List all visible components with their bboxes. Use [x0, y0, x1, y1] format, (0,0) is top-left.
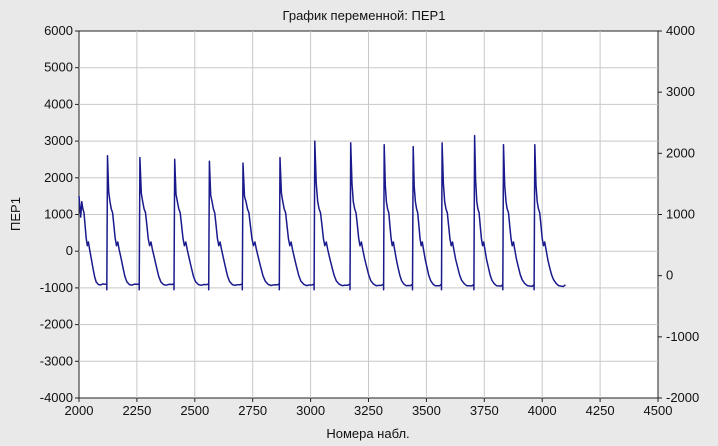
y-tick-label: 4000 — [44, 96, 73, 111]
y-tick-label: 3000 — [44, 133, 73, 148]
y-tick-label: 5000 — [44, 60, 73, 75]
y-tick-label: 0 — [66, 243, 73, 258]
y-tick-label: -3000 — [40, 353, 73, 368]
x-tick-label: 4250 — [586, 403, 615, 418]
y-tick-label: 2000 — [44, 170, 73, 185]
x-tick-label: 3000 — [296, 403, 325, 418]
y2-tick-label: 0 — [666, 268, 673, 283]
grid — [79, 31, 658, 398]
x-tick-label: 2000 — [65, 403, 94, 418]
x-tick-label: 3750 — [470, 403, 499, 418]
y2-tick-label: 1000 — [666, 207, 695, 222]
y2-tick-label: -2000 — [666, 390, 699, 405]
bottom-axis: 2000 2250 2500 2750 3000 3250 3500 3750 4000 4250… — [65, 398, 673, 418]
x-tick-label: 2750 — [238, 403, 267, 418]
left-axis: -4000 -3000 -2000 -1000 0 1000 2000 3000 4000 500… — [40, 23, 79, 405]
y-tick-label: -4000 — [40, 390, 73, 405]
y2-tick-label: -1000 — [666, 329, 699, 344]
x-tick-label: 4500 — [644, 403, 673, 418]
y2-tick-label: 4000 — [666, 23, 695, 38]
y2-tick-label: 3000 — [666, 84, 695, 99]
x-axis-label: Номера набл. — [326, 426, 409, 441]
y-tick-label: -2000 — [40, 317, 73, 332]
x-tick-label: 2250 — [122, 403, 151, 418]
chart-title: График переменной: ПЕР1 — [283, 8, 446, 23]
x-tick-label: 3500 — [412, 403, 441, 418]
y-axis-label: ПЕР1 — [8, 197, 23, 231]
x-tick-label: 4000 — [528, 403, 557, 418]
y2-tick-label: 2000 — [666, 145, 695, 160]
right-axis: -2000 -1000 0 1000 2000 3000 4000 — [658, 23, 699, 405]
x-tick-label: 3250 — [354, 403, 383, 418]
series-line — [78, 134, 566, 291]
y-tick-label: 6000 — [44, 23, 73, 38]
y-tick-label: 1000 — [44, 207, 73, 222]
y-tick-label: -1000 — [40, 280, 73, 295]
x-tick-label: 2500 — [180, 403, 209, 418]
